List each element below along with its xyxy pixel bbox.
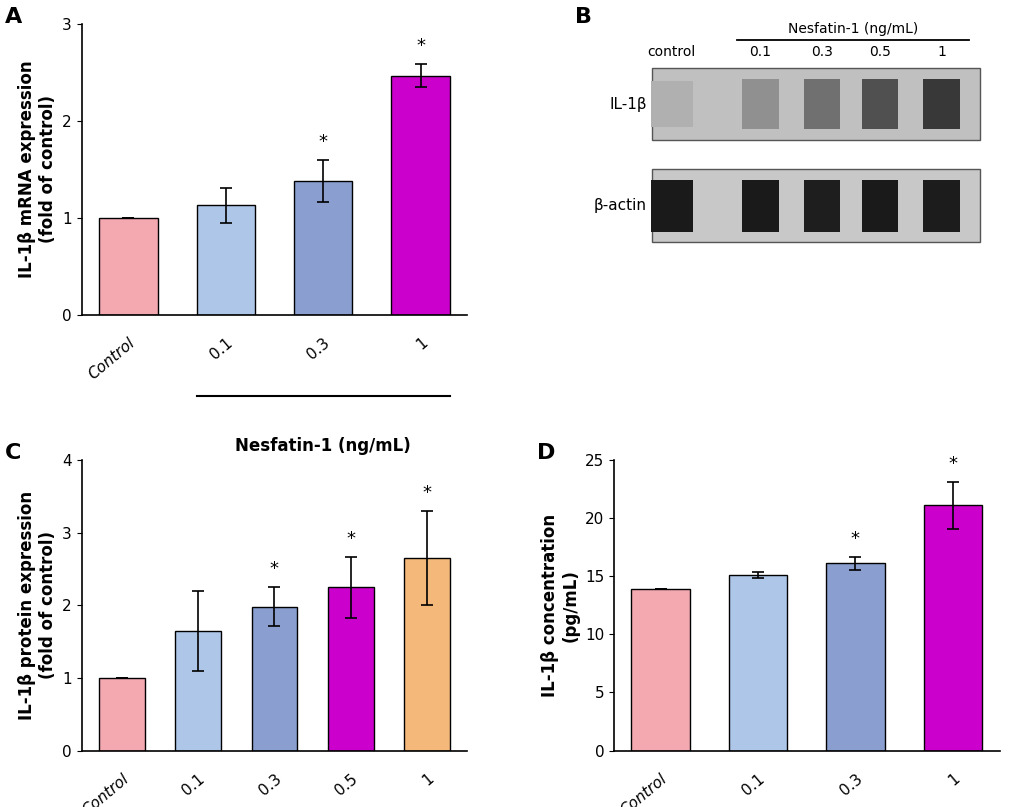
Text: *: *: [416, 37, 425, 55]
Text: B: B: [575, 6, 592, 27]
Text: 0.3: 0.3: [810, 44, 833, 59]
Bar: [803, 180, 840, 232]
Y-axis label: IL-1β protein expression
(fold of control): IL-1β protein expression (fold of contro…: [17, 491, 56, 720]
Text: *: *: [850, 530, 859, 548]
Bar: [923, 505, 981, 751]
Y-axis label: IL-1β concentration
(pg/mL): IL-1β concentration (pg/mL): [540, 514, 579, 696]
Text: control: control: [647, 44, 695, 59]
Text: 0.3: 0.3: [256, 771, 284, 798]
Bar: [922, 180, 959, 232]
Bar: [327, 587, 373, 751]
Bar: [825, 563, 883, 751]
Bar: [99, 678, 145, 751]
Text: β-actin: β-actin: [593, 199, 646, 213]
Text: C: C: [4, 442, 20, 462]
Bar: [861, 79, 898, 129]
Text: 0.5: 0.5: [332, 771, 360, 798]
Bar: [742, 79, 779, 129]
Text: 0.1: 0.1: [179, 771, 208, 798]
Text: D: D: [536, 442, 554, 462]
Text: A: A: [4, 6, 21, 27]
Bar: [652, 68, 979, 140]
Text: Control: Control: [86, 335, 138, 383]
Bar: [742, 180, 779, 232]
Text: IL-1β: IL-1β: [608, 97, 646, 111]
Bar: [197, 205, 255, 315]
Text: 0.1: 0.1: [207, 335, 235, 362]
Text: 0.3: 0.3: [305, 335, 332, 362]
Bar: [252, 607, 297, 751]
Bar: [803, 79, 840, 129]
Y-axis label: IL-1β mRNA expression
(fold of control): IL-1β mRNA expression (fold of control): [17, 61, 56, 278]
Text: 0.3: 0.3: [836, 771, 864, 798]
Text: *: *: [345, 530, 355, 548]
Bar: [391, 76, 449, 315]
Text: 0.5: 0.5: [868, 44, 890, 59]
Text: 1: 1: [419, 771, 436, 788]
Text: 1: 1: [413, 335, 430, 353]
Text: Control: Control: [79, 771, 131, 807]
Bar: [175, 631, 221, 751]
Bar: [404, 558, 449, 751]
Text: Nesfatin-1 (ng/mL): Nesfatin-1 (ng/mL): [235, 437, 411, 455]
Bar: [650, 81, 692, 128]
Bar: [652, 169, 979, 242]
Text: 0.1: 0.1: [739, 771, 767, 798]
Bar: [861, 180, 898, 232]
Bar: [650, 180, 692, 232]
Bar: [729, 575, 787, 751]
Bar: [293, 181, 352, 315]
Bar: [922, 79, 959, 129]
Text: Nesfatin-1 (ng/mL): Nesfatin-1 (ng/mL): [787, 22, 917, 36]
Text: *: *: [270, 560, 278, 579]
Bar: [99, 218, 157, 315]
Text: Control: Control: [618, 771, 669, 807]
Text: 0.1: 0.1: [749, 44, 770, 59]
Bar: [631, 589, 689, 751]
Text: *: *: [422, 484, 431, 502]
Text: 1: 1: [945, 771, 962, 788]
Text: 1: 1: [936, 44, 946, 59]
Text: *: *: [948, 455, 957, 474]
Text: *: *: [318, 133, 327, 151]
